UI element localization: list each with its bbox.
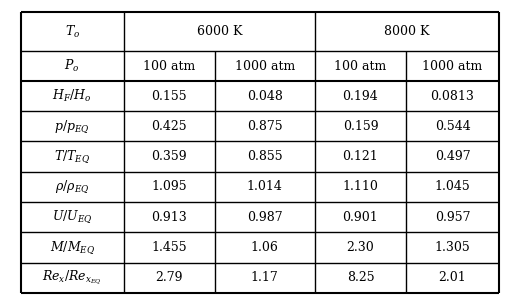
Text: 0.0813: 0.0813 — [431, 89, 474, 102]
Text: 1.095: 1.095 — [151, 180, 187, 193]
Text: 8000 K: 8000 K — [384, 25, 430, 38]
Text: $H_F/H_o$: $H_F/H_o$ — [53, 88, 92, 104]
Text: $U/U_{EQ}$: $U/U_{EQ}$ — [52, 209, 93, 225]
Text: 0.159: 0.159 — [343, 120, 378, 133]
Text: 1000 atm: 1000 atm — [422, 60, 483, 73]
Text: 0.875: 0.875 — [247, 120, 282, 133]
Text: 0.901: 0.901 — [343, 211, 379, 224]
Text: 0.359: 0.359 — [151, 150, 187, 163]
Text: 1000 atm: 1000 atm — [235, 60, 295, 73]
Text: $Re_x/Re_{x_{EQ}}$: $Re_x/Re_{x_{EQ}}$ — [43, 269, 102, 287]
Text: 0.544: 0.544 — [435, 120, 471, 133]
Text: $p/p_{EQ}$: $p/p_{EQ}$ — [55, 118, 90, 135]
Text: 2.79: 2.79 — [155, 271, 183, 284]
Text: 1.305: 1.305 — [435, 241, 471, 254]
Text: $P_o$: $P_o$ — [64, 58, 80, 74]
Text: 100 atm: 100 atm — [143, 60, 195, 73]
Text: 0.425: 0.425 — [151, 120, 187, 133]
Text: 1.110: 1.110 — [343, 180, 379, 193]
Text: 0.855: 0.855 — [247, 150, 282, 163]
Text: 1.06: 1.06 — [251, 241, 279, 254]
Text: 0.121: 0.121 — [343, 150, 379, 163]
Text: $M/M_{EQ}$: $M/M_{EQ}$ — [49, 239, 95, 256]
Text: 6000 K: 6000 K — [197, 25, 242, 38]
Text: 8.25: 8.25 — [347, 271, 374, 284]
Text: 0.048: 0.048 — [247, 89, 283, 102]
Text: 1.014: 1.014 — [247, 180, 283, 193]
Text: 1.045: 1.045 — [435, 180, 471, 193]
Text: 0.913: 0.913 — [151, 211, 187, 224]
Text: $T_o$: $T_o$ — [64, 24, 80, 40]
Text: 1.455: 1.455 — [151, 241, 187, 254]
Text: 0.987: 0.987 — [247, 211, 282, 224]
Text: 0.155: 0.155 — [151, 89, 187, 102]
Text: 0.957: 0.957 — [435, 211, 470, 224]
Text: 2.30: 2.30 — [347, 241, 374, 254]
Text: 2.01: 2.01 — [439, 271, 466, 284]
Text: $T/T_{EQ}$: $T/T_{EQ}$ — [54, 148, 90, 165]
Text: 100 atm: 100 atm — [334, 60, 386, 73]
Text: $\rho/\rho_{EQ}$: $\rho/\rho_{EQ}$ — [55, 178, 89, 195]
Text: 0.194: 0.194 — [343, 89, 379, 102]
Text: 1.17: 1.17 — [251, 271, 279, 284]
Text: 0.497: 0.497 — [435, 150, 471, 163]
